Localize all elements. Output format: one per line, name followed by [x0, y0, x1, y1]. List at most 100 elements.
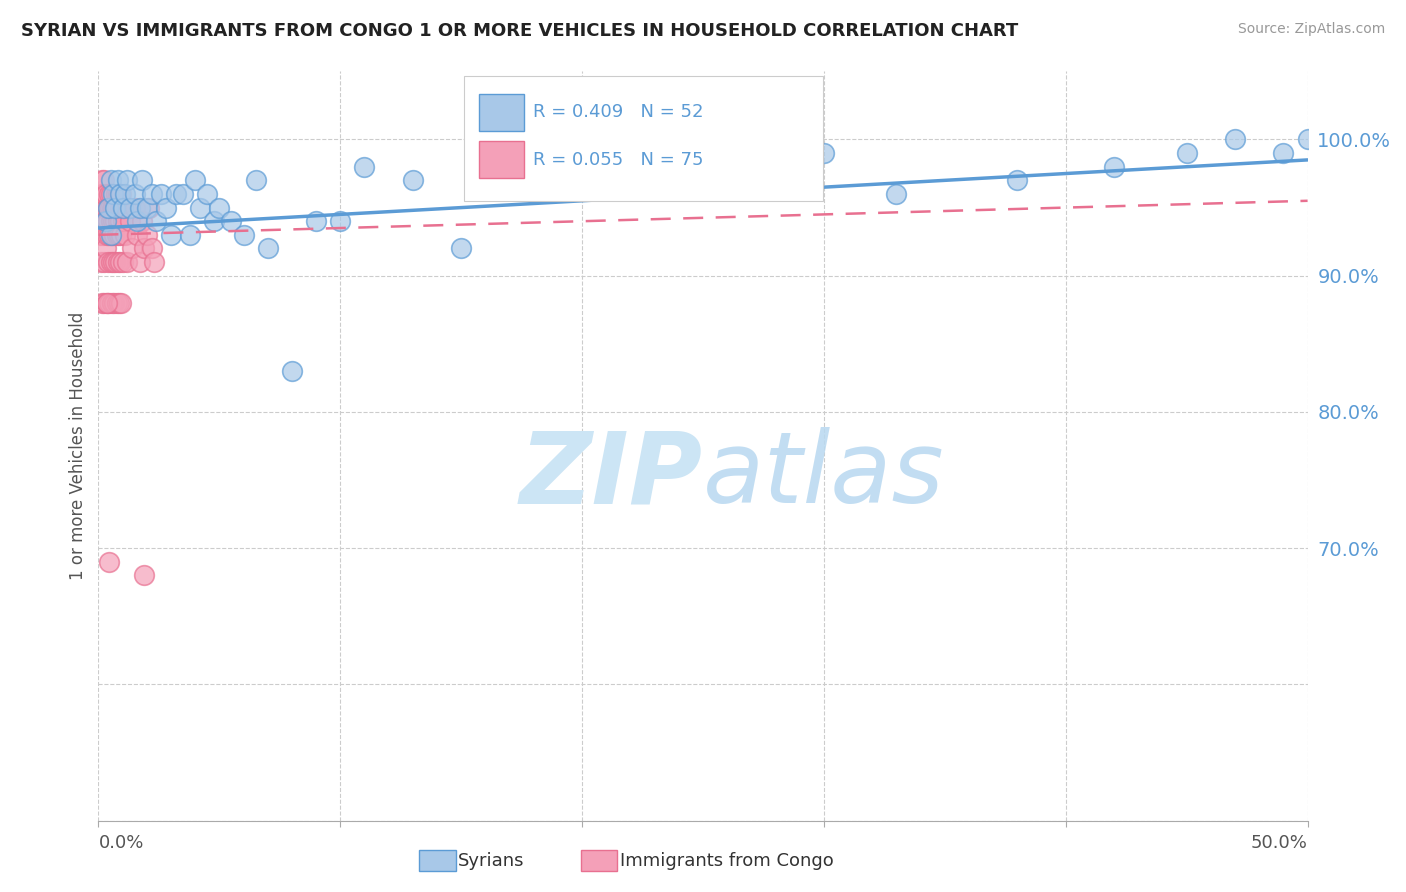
Point [138, 201, 160, 215]
Point [103, 227, 125, 242]
Point [135, 201, 157, 215]
Point [94, 214, 117, 228]
Point [1223, 132, 1246, 146]
Point [101, 186, 124, 201]
Point [101, 214, 124, 228]
Text: 0.0%: 0.0% [98, 834, 143, 852]
Point [117, 173, 139, 187]
Point [107, 214, 129, 228]
Point [208, 201, 231, 215]
Point [100, 296, 122, 310]
Point [1007, 173, 1029, 187]
Point [135, 227, 157, 242]
Point [105, 227, 128, 242]
Point [90, 255, 112, 269]
Point [131, 214, 153, 228]
Point [110, 227, 132, 242]
Point [107, 186, 129, 201]
Y-axis label: 1 or more Vehicles in Household: 1 or more Vehicles in Household [69, 312, 87, 580]
Point [155, 201, 177, 215]
Point [100, 186, 122, 201]
Point [91, 227, 114, 242]
Point [145, 214, 167, 228]
Point [90, 186, 112, 201]
Point [128, 255, 150, 269]
Point [127, 214, 149, 228]
Point [104, 214, 127, 228]
Point [101, 255, 124, 269]
Text: 50.0%: 50.0% [1251, 834, 1308, 852]
Point [692, 160, 714, 174]
Text: atlas: atlas [703, 427, 945, 524]
Point [281, 364, 304, 378]
Point [93, 255, 115, 269]
Point [184, 173, 207, 187]
Point [105, 201, 128, 215]
Point [97, 201, 120, 215]
Point [104, 186, 127, 201]
Point [107, 173, 129, 187]
Point [111, 255, 134, 269]
Point [353, 160, 375, 174]
Point [103, 201, 125, 215]
Point [134, 568, 156, 582]
Point [98, 201, 121, 215]
Point [104, 201, 127, 215]
Point [93, 296, 115, 310]
Point [124, 201, 146, 215]
Point [1175, 146, 1198, 161]
Point [91, 173, 114, 187]
Point [1102, 160, 1125, 174]
Point [195, 186, 218, 201]
Point [118, 214, 141, 228]
Point [96, 186, 118, 201]
Point [813, 146, 835, 161]
Point [108, 296, 131, 310]
Point [1296, 132, 1319, 146]
Point [100, 227, 122, 242]
Point [886, 186, 908, 201]
Text: R = 0.409   N = 52: R = 0.409 N = 52 [533, 103, 703, 121]
Point [305, 214, 328, 228]
Point [128, 201, 150, 215]
Point [97, 201, 120, 215]
Point [103, 296, 125, 310]
Point [127, 227, 149, 242]
Point [150, 186, 173, 201]
Point [329, 214, 352, 228]
Text: Syrians: Syrians [458, 852, 524, 870]
Point [100, 255, 122, 269]
Point [160, 227, 183, 242]
Point [96, 296, 118, 310]
Text: SYRIAN VS IMMIGRANTS FROM CONGO 1 OR MORE VEHICLES IN HOUSEHOLD CORRELATION CHAR: SYRIAN VS IMMIGRANTS FROM CONGO 1 OR MOR… [21, 22, 1018, 40]
Point [97, 255, 120, 269]
Point [108, 186, 131, 201]
Point [114, 227, 136, 242]
Point [96, 296, 118, 310]
Point [104, 201, 127, 215]
Point [245, 173, 267, 187]
Point [111, 201, 134, 215]
Point [108, 201, 131, 215]
Point [89, 227, 111, 242]
Text: ZIP: ZIP [520, 427, 703, 524]
Point [108, 227, 131, 242]
Point [221, 214, 243, 228]
Point [100, 227, 122, 242]
Point [111, 201, 134, 215]
Point [108, 255, 131, 269]
Point [94, 201, 117, 215]
Text: R = 0.055   N = 75: R = 0.055 N = 75 [533, 151, 703, 169]
Point [179, 227, 201, 242]
Point [104, 255, 127, 269]
Point [105, 296, 128, 310]
Point [115, 201, 138, 215]
Point [765, 160, 787, 174]
Point [97, 555, 120, 569]
Point [232, 227, 254, 242]
Point [1272, 146, 1295, 161]
Point [100, 214, 122, 228]
Point [165, 186, 187, 201]
Point [91, 296, 114, 310]
Point [96, 227, 118, 242]
